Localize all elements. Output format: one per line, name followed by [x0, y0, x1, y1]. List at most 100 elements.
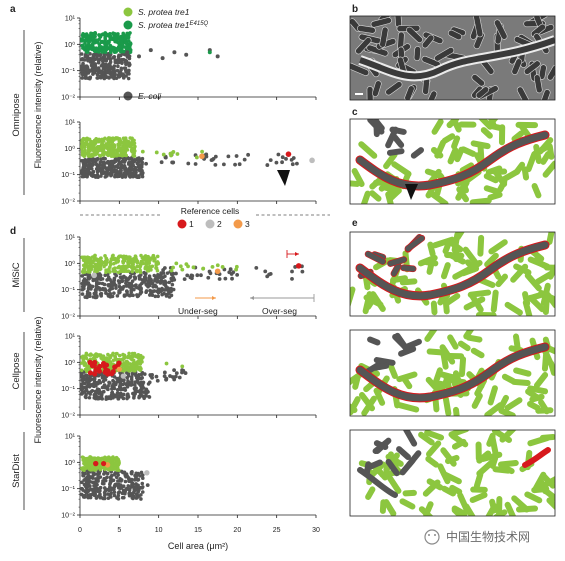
cell-shape	[383, 499, 397, 516]
data-point-ecoli	[118, 383, 122, 388]
data-point-ecoli	[92, 376, 97, 380]
data-point-species-1	[129, 365, 133, 369]
data-point-species-1	[96, 258, 101, 262]
stardist-label-group: StarDist	[11, 432, 25, 510]
cellpose-label-group: Cellpose	[11, 332, 25, 410]
data-point-species-1	[90, 140, 94, 144]
xtick-label: 30	[312, 527, 320, 534]
cell-shape	[358, 392, 376, 412]
data-point-species-1	[137, 359, 142, 364]
data-point-species-1	[125, 362, 129, 367]
data-point-ecoli	[137, 395, 141, 400]
data-point-species-1	[80, 140, 85, 145]
data-point-ecoli	[80, 378, 85, 382]
data-point-ecoli	[158, 274, 163, 279]
data-point-ecoli	[160, 56, 165, 61]
data-point-species-1	[128, 368, 133, 373]
cell-shape	[434, 47, 455, 62]
data-point-ecoli	[121, 484, 126, 488]
cell-shape	[370, 17, 392, 28]
data-point-species-1	[144, 256, 149, 261]
data-point-ecoli	[226, 154, 231, 159]
data-point-species-1	[131, 153, 135, 158]
data-point-ecoli	[87, 493, 92, 497]
data-point-ecoli	[119, 68, 123, 72]
data-point-species-2	[207, 50, 212, 55]
data-point-species-1	[112, 144, 116, 148]
data-point-ecoli	[86, 495, 91, 500]
cell-shape	[373, 357, 396, 366]
data-point-ecoli	[108, 291, 113, 296]
data-point-ecoli	[234, 154, 239, 158]
ytick-label: 10¹	[65, 434, 76, 441]
ytick-label: 10⁰	[64, 359, 75, 367]
cell-shape	[515, 505, 539, 513]
data-point-ecoli	[94, 280, 99, 284]
cell-shape	[421, 34, 435, 49]
cell-shape	[379, 26, 389, 48]
data-point-ecoli	[300, 269, 305, 274]
data-point-species-2	[111, 31, 116, 36]
reference-point-1	[97, 363, 103, 370]
cell-shape	[373, 119, 380, 138]
cell-shape	[390, 275, 408, 284]
data-point-ecoli	[138, 290, 143, 295]
data-point-ecoli	[130, 167, 135, 171]
data-point-ecoli	[79, 382, 84, 387]
cell-shape	[425, 455, 440, 468]
reference-point-3	[214, 268, 221, 275]
reference-point-2	[120, 373, 126, 379]
data-point-ecoli	[99, 394, 103, 398]
data-point-species-1	[116, 265, 120, 270]
data-point-species-1	[143, 265, 148, 270]
data-point-species-1	[88, 455, 92, 459]
data-point-species-1	[115, 351, 119, 356]
legend-label-ecoli: E. coli	[138, 91, 162, 101]
data-point-species-1	[128, 144, 133, 149]
data-point-species-1	[125, 141, 129, 146]
data-point-ecoli	[146, 382, 151, 386]
data-point-species-1	[93, 253, 97, 258]
data-point-species-1	[161, 152, 166, 157]
data-point-ecoli	[112, 472, 117, 477]
data-point-ecoli	[108, 61, 112, 66]
data-point-ecoli	[104, 166, 109, 171]
data-point-ecoli	[103, 156, 107, 161]
data-point-ecoli	[290, 276, 294, 281]
data-point-species-1	[97, 137, 101, 142]
cell-shape	[497, 460, 519, 468]
data-point-ecoli	[170, 282, 175, 287]
data-point-species-1	[126, 260, 130, 265]
data-point-species-1	[200, 149, 204, 154]
data-point-ecoli	[121, 156, 125, 161]
data-point-ecoli	[85, 289, 90, 294]
data-point-species-1	[178, 264, 183, 269]
data-point-ecoli	[112, 276, 117, 281]
cell-shape	[360, 190, 371, 204]
data-point-ecoli	[119, 163, 124, 167]
data-point-species-1	[116, 147, 121, 151]
data-point-ecoli	[100, 375, 105, 380]
data-point-ecoli	[137, 494, 141, 498]
data-point-species-2	[108, 35, 113, 39]
data-point-species-1	[82, 360, 86, 364]
data-point-species-1	[116, 259, 120, 264]
cell-shape	[480, 127, 493, 139]
data-point-ecoli	[96, 373, 101, 378]
cell-shape	[410, 147, 424, 159]
data-point-ecoli	[147, 293, 152, 297]
data-point-species-2	[93, 46, 97, 51]
data-point-species-2	[121, 32, 126, 37]
data-point-species-1	[215, 263, 220, 268]
data-point-ecoli	[81, 375, 85, 379]
cell-shape	[494, 19, 508, 40]
cell-shape	[425, 376, 440, 392]
cell-shape	[394, 16, 402, 28]
reference-point-1	[101, 460, 107, 467]
data-point-ecoli	[139, 497, 143, 501]
data-point-species-1	[84, 151, 89, 156]
data-point-ecoli	[103, 385, 108, 390]
cell-shape	[504, 301, 523, 316]
data-point-ecoli	[127, 493, 132, 498]
data-point-species-2	[84, 32, 89, 36]
